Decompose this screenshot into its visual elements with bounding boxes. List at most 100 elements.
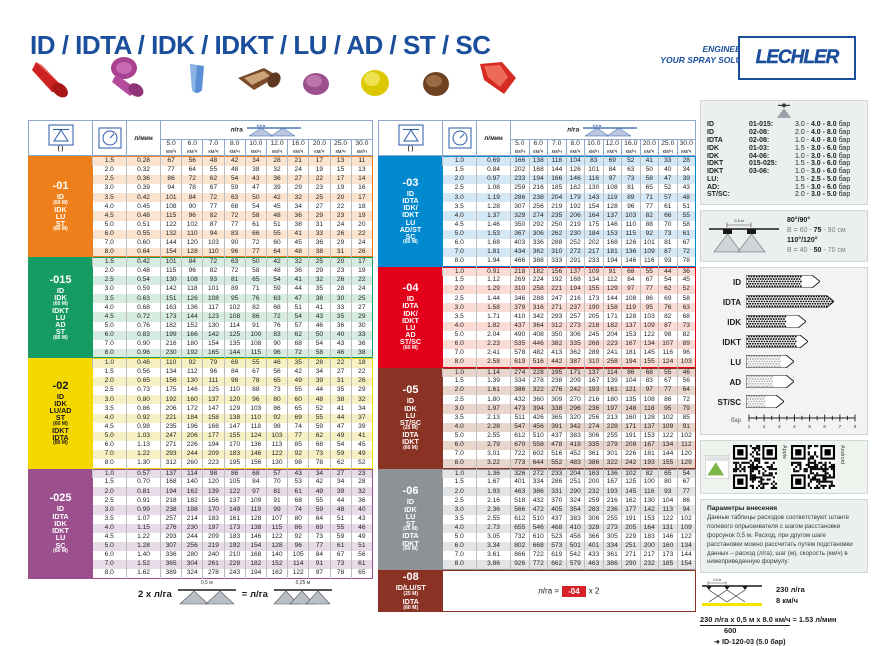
cell-rate-0: 389: [159, 569, 182, 579]
cell-rate-3: 354: [565, 505, 585, 515]
cell-rate-9: 96: [676, 348, 696, 358]
cell-rate-3: 183: [223, 449, 246, 459]
cell-rate-3: 458: [565, 532, 585, 542]
cell-pressure: 8.0: [92, 247, 127, 257]
cell-rate-4: 233: [584, 256, 603, 267]
spray-pattern-icon: [177, 589, 236, 605]
header-speed-5: 12.0 км/ч: [265, 138, 289, 157]
cell-rate-3: 155: [223, 431, 246, 441]
cell-rate-7: 167: [639, 440, 659, 450]
cell-rate-4: 268: [584, 339, 603, 349]
pressure-nozzle-name: ID: [707, 129, 714, 137]
table-row: 6.0 1.40 336 280 240 210 168 140 105 84 67 56: [29, 550, 373, 561]
cell-rate-5: 130: [265, 458, 288, 469]
cell-rate-3: 291: [565, 256, 585, 267]
pressure-nozzle-name: ID: [707, 121, 714, 129]
cell-rate-7: 153: [639, 514, 659, 524]
cell-rate-8: 113: [658, 505, 677, 515]
cell-rate-8: 160: [658, 541, 677, 551]
cell-rate-0: 175: [159, 386, 182, 396]
cell-pressure: 2.0: [92, 487, 127, 497]
cell-rate-0: 233: [510, 175, 529, 185]
cell-pressure: 3.5: [442, 312, 477, 322]
cell-pressure: 1.5: [92, 478, 127, 488]
cell-pressure: 4.0: [442, 321, 477, 331]
cell-pressure: 5.0: [92, 321, 127, 331]
cell-rate-3: 162: [565, 184, 585, 194]
table-row: 2.0 1.61 386 322 276 242 193 161 121 97 77 64: [379, 386, 696, 396]
data-block-04: -04 ID IDTA IDK/IDKT LU AD ST/SC (60 M) 1.0 0.91 2…: [378, 266, 696, 368]
cell-rate-7: 78: [308, 458, 330, 469]
cell-rate-6: 98: [287, 458, 309, 469]
cell-rate-1: 238: [528, 193, 548, 203]
cell-rate-8: 27: [329, 469, 352, 479]
cell-flow: 0.45: [126, 202, 161, 212]
cell-rate-0: 511: [510, 413, 529, 423]
cell-rate-9: 45: [676, 276, 696, 286]
block-type-6: SC: [405, 231, 416, 241]
nozzle-type-range-bar: [745, 394, 862, 409]
cell-rate-2: 93: [202, 276, 225, 286]
table-row: 4.0 1.15 276 230 197 173 138 115 86 69 55 46: [29, 523, 373, 533]
cell-rate-7: 25: [308, 193, 330, 203]
cell-rate-4: 61: [244, 220, 267, 230]
cell-rate-9: 49: [350, 449, 373, 459]
cell-rate-3: 104: [565, 156, 585, 166]
cell-flow: 0.80: [126, 395, 161, 405]
cell-rate-0: 367: [510, 229, 529, 239]
cell-rate-6: 137: [621, 321, 640, 331]
cell-rate-9: 67: [676, 478, 696, 488]
cell-rate-9: 26: [350, 377, 373, 387]
cell-rate-0: 346: [510, 294, 529, 304]
qr-code-apple[interactable]: [733, 445, 777, 490]
cell-rate-4: 173: [584, 294, 603, 304]
table-row: 7.0 3.61 866 722 619 542 433 361 271 217 173 144: [379, 550, 696, 561]
cell-pressure: 3.0: [442, 404, 477, 414]
block-type-0: ID: [406, 396, 415, 406]
cell-rate-7: 84: [308, 550, 330, 561]
cell-rate-1: 184: [181, 413, 203, 423]
cell-rate-4: 137: [584, 368, 603, 378]
cell-rate-8: 61: [658, 202, 677, 212]
cell-flow: 0.69: [476, 156, 511, 166]
cell-rate-6: 86: [287, 523, 309, 533]
cell-rate-2: 195: [547, 368, 566, 378]
cell-rate-5: 301: [602, 449, 622, 459]
cell-rate-5: 72: [265, 312, 288, 322]
block-type-4: LU: [405, 217, 416, 227]
cell-rate-7: 193: [639, 458, 659, 469]
calc-given-values: 230 л/га 8 км/ч: [776, 584, 805, 607]
cell-rate-0: 257: [159, 514, 182, 524]
cell-flow: 1.13: [126, 440, 161, 450]
table-row: 7.0 3.01 722 602 516 452 361 301 226 181 144 120: [379, 449, 696, 459]
header-speed-0: 5.0 км/ч: [159, 138, 183, 157]
qr-code-android[interactable]: [791, 445, 835, 490]
cell-rate-0: 247: [159, 431, 182, 441]
cell-rate-2: 288: [547, 238, 566, 248]
cell-rate-3: 122: [223, 487, 246, 497]
cell-flow: 1.12: [476, 276, 511, 286]
cell-rate-9: 56: [676, 377, 696, 387]
cell-rate-8: 22: [329, 358, 352, 369]
cell-rate-0: 619: [510, 357, 529, 368]
block-code: -06: [402, 485, 419, 498]
cell-rate-1: 668: [528, 541, 548, 551]
nozzle-head-icon: [777, 103, 791, 118]
cell-rate-2: 204: [547, 193, 566, 203]
cell-rate-7: 35: [308, 285, 330, 295]
pressure-row: IDKT 03-06: 1.0 - 3.0 - 6.0 бар: [707, 168, 861, 176]
cell-flow: 0.56: [126, 368, 161, 378]
cell-rate-6: 80: [287, 514, 309, 524]
cell-rate-9: 17: [350, 193, 373, 203]
cell-rate-1: 182: [528, 267, 548, 277]
cell-rate-8: 77: [658, 386, 677, 396]
cell-pressure: 5.0: [92, 431, 127, 441]
header-nozzle-caption: ( ): [407, 146, 414, 153]
table-row: 2.0 0.65 156 130 111 98 78 65 49 39 31 26: [29, 377, 373, 387]
cell-rate-5: 128: [265, 541, 288, 551]
cell-pressure: 3.5: [92, 404, 127, 414]
qr-apple-label: Apple: [781, 445, 787, 460]
cell-pressure: 3.5: [92, 514, 127, 524]
cell-rate-2: 286: [547, 478, 566, 488]
cell-rate-6: 242: [621, 458, 640, 469]
